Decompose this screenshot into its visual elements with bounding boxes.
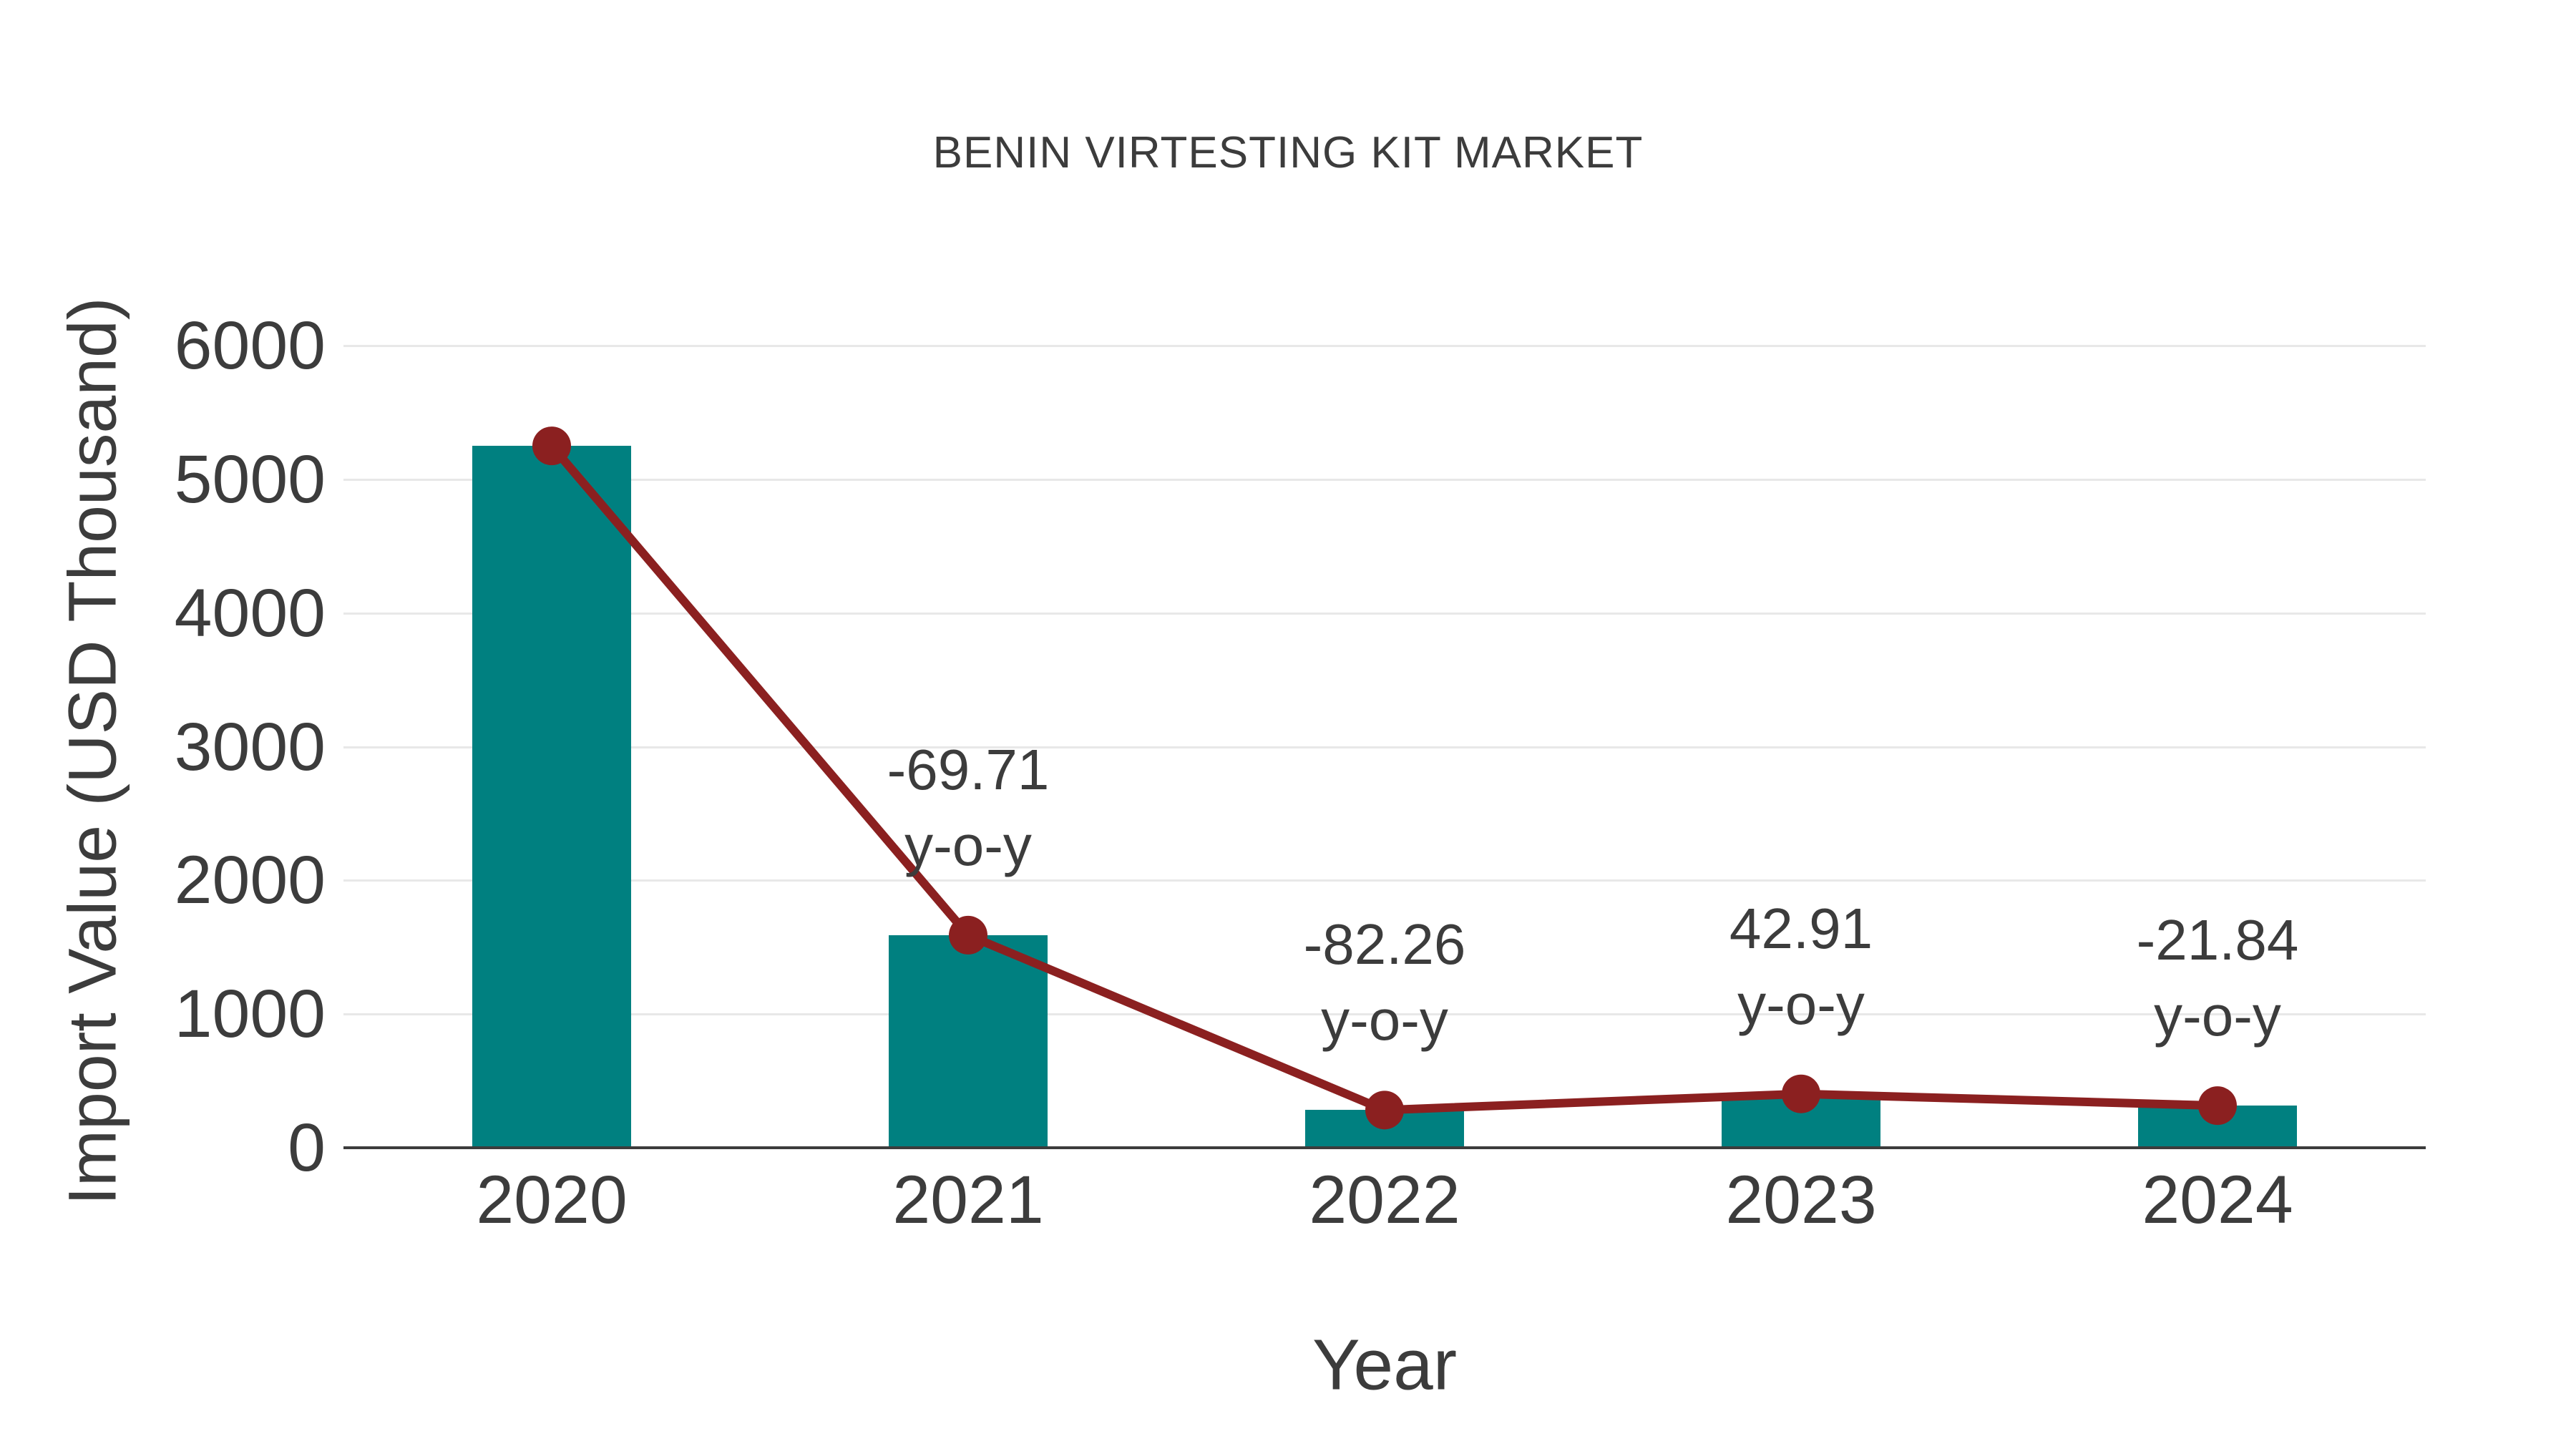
bar-2024 — [2138, 1106, 2297, 1148]
y-tick-label-5000: 5000 — [174, 441, 326, 517]
y-tick-label-4000: 4000 — [174, 575, 326, 651]
x-tick-label-2021: 2021 — [892, 1162, 1044, 1238]
bar-2020 — [472, 446, 631, 1148]
gridline-5000 — [343, 478, 2426, 481]
y-tick-label-2000: 2000 — [174, 842, 326, 919]
x-tick-label-2023: 2023 — [1725, 1162, 1877, 1238]
annotation-2022-line-1: -82.26 — [1303, 912, 1466, 977]
y-axis-title: Import Value (USD Thousand) — [54, 297, 131, 1206]
bar-2023 — [1722, 1093, 1880, 1148]
y-tick-label-1000: 1000 — [174, 976, 326, 1053]
y-tick-label-3000: 3000 — [174, 708, 326, 785]
x-axis-line — [343, 1146, 2426, 1149]
annotation-2021-line-1: -69.71 — [887, 737, 1050, 801]
annotation-2024-line-2: y-o-y — [2154, 984, 2281, 1048]
annotation-2023-line-1: 42.91 — [1729, 896, 1873, 960]
annotation-2024-line-1: -21.84 — [2136, 908, 2299, 972]
gridline-6000 — [343, 345, 2426, 347]
annotation-2022: -82.26 y-o-y — [1163, 907, 1606, 1058]
annotation-2022-line-2: y-o-y — [1321, 988, 1448, 1053]
annotation-2021: -69.71 y-o-y — [746, 732, 1190, 884]
x-axis-title: Year — [1312, 1324, 1458, 1405]
y-tick-label-0: 0 — [288, 1110, 326, 1186]
annotation-2023: 42.91 y-o-y — [1579, 891, 2023, 1043]
x-tick-label-2020: 2020 — [476, 1162, 628, 1238]
annotation-2023-line-2: y-o-y — [1737, 972, 1865, 1036]
gridline-3000 — [343, 746, 2426, 748]
x-tick-label-2024: 2024 — [2142, 1162, 2293, 1238]
bar-2021 — [889, 935, 1048, 1148]
x-tick-label-2022: 2022 — [1309, 1162, 1460, 1238]
bar-2022 — [1305, 1110, 1464, 1148]
y-tick-label-6000: 6000 — [174, 308, 326, 384]
annotation-2021-line-2: y-o-y — [904, 813, 1032, 877]
annotation-2024: -21.84 y-o-y — [1996, 902, 2439, 1054]
gridline-2000 — [343, 879, 2426, 882]
gridline-4000 — [343, 612, 2426, 615]
chart-title: BENIN VIRTESTING KIT MARKET — [932, 128, 1644, 177]
